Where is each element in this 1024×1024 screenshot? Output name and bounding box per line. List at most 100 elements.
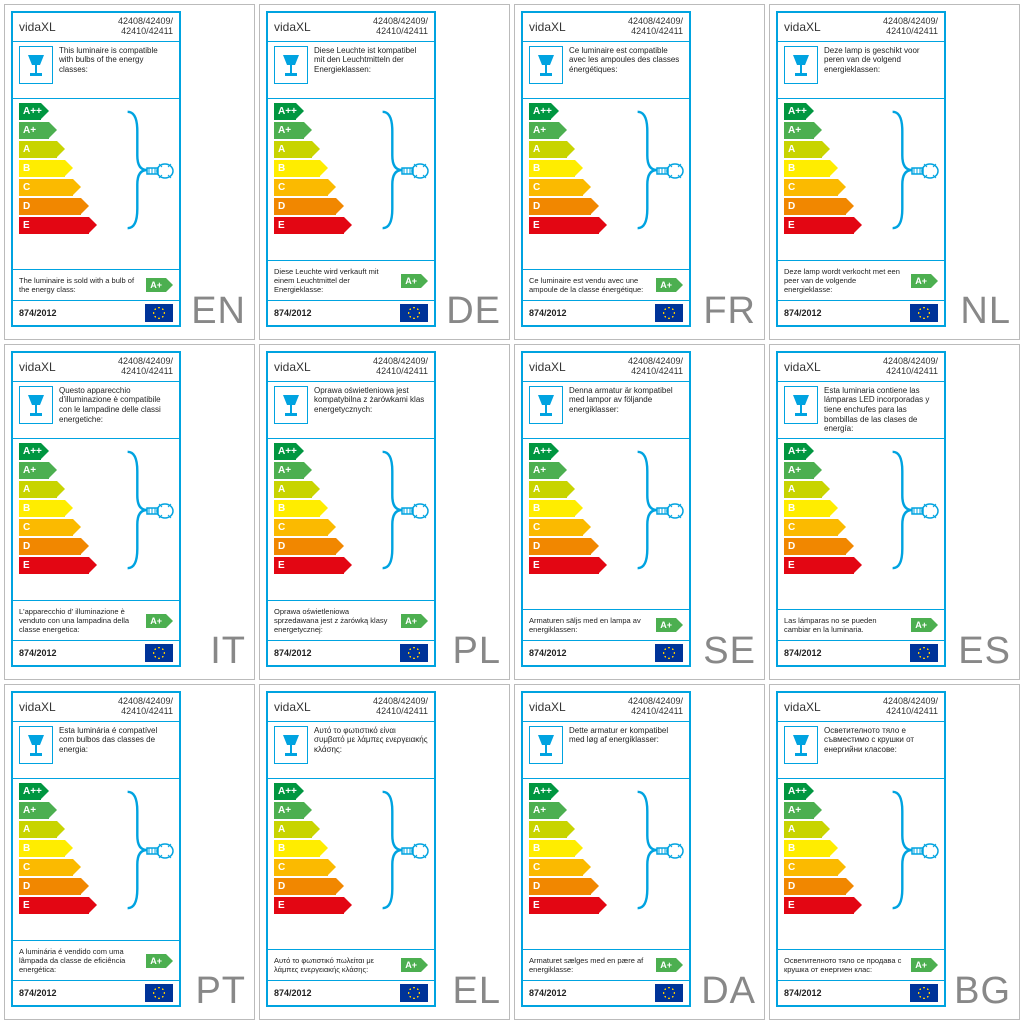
energy-class-row: A [784,141,862,158]
regulation-number: 874/2012 [274,308,312,318]
energy-class-row: D [784,878,862,895]
sold-with-text: Oprawa oświetleniowa sprzedawana jest z … [274,607,395,634]
compatibility-text: Oprawa oświetleniowa jest kompatybilna z… [314,386,428,415]
sold-with-text: Осветителното тяло се продава с крушка о… [784,956,905,974]
label-cell-de: vidaXL 42408/42409/42410/42411 Diese Leu… [259,4,510,340]
energy-class-row: E [529,897,607,914]
energy-class-row: C [274,519,352,536]
language-code: PT [195,970,246,1013]
brand: vidaXL [274,700,311,714]
energy-class-row: A+ [529,462,607,479]
label-cell-fr: vidaXL 42408/42409/42410/42411 Ce lumina… [514,4,765,340]
energy-label: vidaXL 42408/42409/42410/42411 Deze lamp… [776,11,946,327]
energy-class-row: A [274,821,352,838]
energy-classes: A++ A+ A B C D E [13,99,179,269]
energy-class-row: D [19,878,97,895]
sold-class-badge: A+ [911,958,938,972]
energy-class-row: B [529,840,607,857]
sold-class-badge: A+ [146,278,173,292]
model-number: 42408/42409/42410/42411 [628,17,683,37]
eu-flag-icon [400,304,428,322]
energy-class-row: A [274,481,352,498]
model-number: 42408/42409/42410/42411 [118,697,173,717]
label-cell-es: vidaXL 42408/42409/42410/42411 Esta lumi… [769,344,1020,680]
model-number: 42408/42409/42410/42411 [883,697,938,717]
model-number: 42408/42409/42410/42411 [373,17,428,37]
sold-with-text: Deze lamp wordt verkocht met een peer va… [784,267,905,294]
language-code: ES [958,630,1011,673]
energy-class-row: E [274,897,352,914]
lamp-icon [19,46,53,84]
energy-class-row: E [19,897,97,914]
eu-flag-icon [655,644,683,662]
energy-class-row: A+ [19,802,97,819]
energy-class-row: A+ [784,122,862,139]
brand: vidaXL [784,700,821,714]
regulation-number: 874/2012 [274,648,312,658]
energy-label: vidaXL 42408/42409/42410/42411 Dette arm… [521,691,691,1007]
lamp-icon [274,386,308,424]
eu-flag-icon [145,984,173,1002]
sold-class-badge: A+ [401,274,428,288]
lamp-icon [784,726,818,764]
energy-label: vidaXL 42408/42409/42410/42411 Questo ap… [11,351,181,667]
sold-with-text: Αυτό το φωτιστικό πωλείται με λάμπες ενε… [274,956,395,974]
sold-class-badge: A+ [911,618,938,632]
energy-class-row: D [274,878,352,895]
energy-classes: A++ A+ A B C D E [778,439,944,609]
regulation-number: 874/2012 [19,648,57,658]
eu-flag-icon [910,984,938,1002]
energy-class-row: A [529,481,607,498]
energy-class-row: C [19,859,97,876]
regulation-number: 874/2012 [19,308,57,318]
label-cell-se: vidaXL 42408/42409/42410/42411 Denna arm… [514,344,765,680]
brand: vidaXL [784,360,821,374]
sold-with-text: Diese Leuchte wird verkauft mit einem Le… [274,267,395,294]
language-code: IT [210,630,246,673]
regulation-number: 874/2012 [529,648,567,658]
energy-class-row: B [274,160,352,177]
eu-flag-icon [655,984,683,1002]
energy-class-row: B [784,840,862,857]
eu-flag-icon [400,984,428,1002]
eu-flag-icon [145,304,173,322]
compatibility-text: Questo apparecchio d'illuminazione è com… [59,386,173,424]
energy-class-row: D [529,538,607,555]
label-cell-bg: vidaXL 42408/42409/42410/42411 Осветител… [769,684,1020,1020]
compatibility-text: Осветителното тяло е съвместимо с крушки… [824,726,938,755]
lamp-icon [529,726,563,764]
energy-classes: A++ A+ A B C D E [778,779,944,949]
sold-with-text: The luminaire is sold with a bulb of the… [19,276,140,294]
energy-classes: A++ A+ A B C D E [523,439,689,609]
energy-class-row: A [19,821,97,838]
sold-with-text: Ce luminaire est vendu avec une ampoule … [529,276,650,294]
energy-class-row: A [784,481,862,498]
label-cell-pt: vidaXL 42408/42409/42410/42411 Esta lumi… [4,684,255,1020]
regulation-number: 874/2012 [784,648,822,658]
energy-class-row: E [784,217,862,234]
lamp-icon [784,46,818,84]
energy-classes: A++ A+ A B C D E [13,439,179,600]
energy-class-row: A++ [274,103,352,120]
lamp-icon [19,386,53,424]
model-number: 42408/42409/42410/42411 [628,697,683,717]
language-code: BG [954,970,1011,1013]
energy-class-row: A+ [274,462,352,479]
compatibility-text: Esta luminária é compatível com bulbos d… [59,726,173,755]
energy-class-row: B [784,160,862,177]
sold-with-text: A luminária é vendido com uma lâmpada da… [19,947,140,974]
model-number: 42408/42409/42410/42411 [628,357,683,377]
language-code: DE [446,290,501,333]
label-cell-nl: vidaXL 42408/42409/42410/42411 Deze lamp… [769,4,1020,340]
energy-label: vidaXL 42408/42409/42410/42411 Esta lumi… [776,351,946,667]
energy-class-row: C [19,179,97,196]
energy-class-row: A++ [529,783,607,800]
lamp-icon [274,726,308,764]
energy-classes: A++ A+ A B C D E [268,779,434,949]
regulation-number: 874/2012 [784,308,822,318]
brand: vidaXL [19,360,56,374]
energy-class-row: D [274,538,352,555]
regulation-number: 874/2012 [19,988,57,998]
energy-class-row: A+ [529,802,607,819]
energy-class-row: E [529,557,607,574]
